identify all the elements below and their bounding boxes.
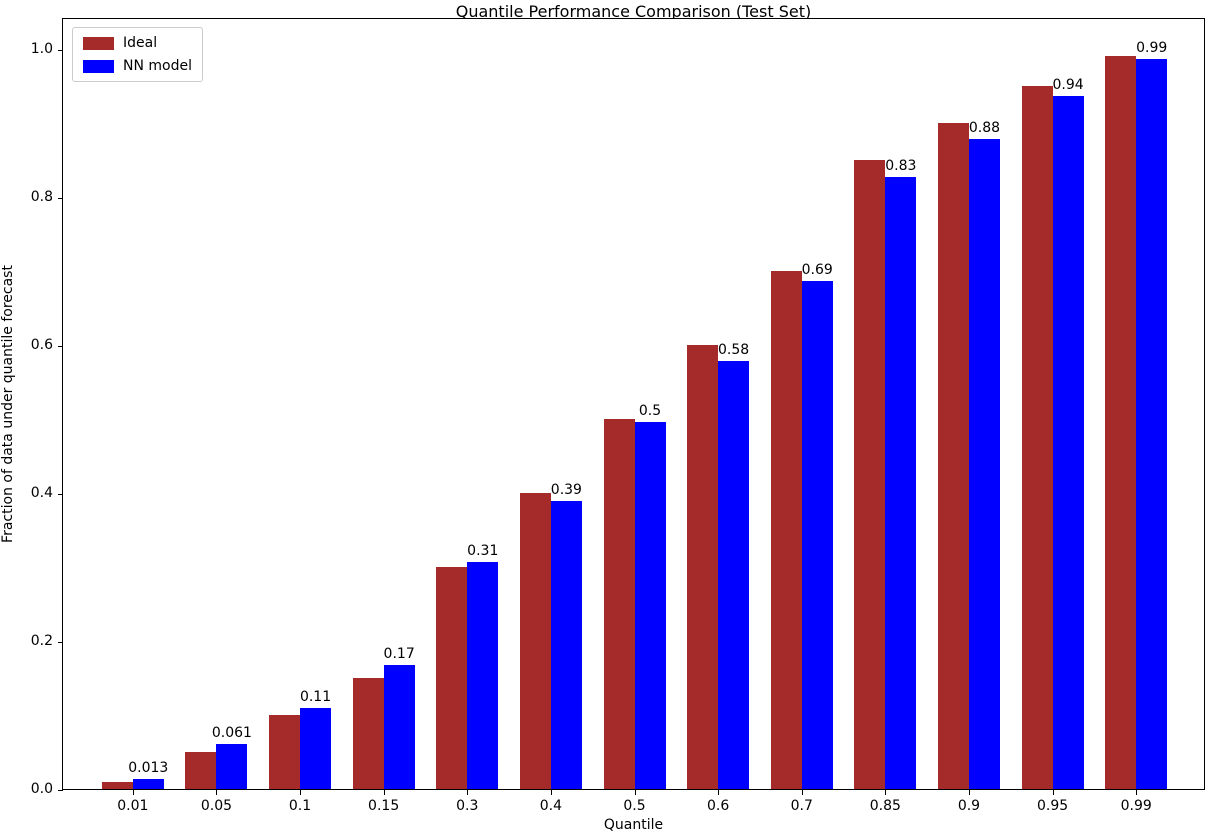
bar-value-label: 0.69 — [801, 261, 833, 278]
x-tick-mark — [718, 790, 720, 795]
x-tick-mark — [1136, 790, 1138, 795]
bar-value-label: 0.83 — [885, 158, 917, 175]
bar-value-label: 0.11 — [299, 688, 332, 705]
legend-label-nn-model: NN model — [123, 58, 192, 74]
x-tick-label: 0.85 — [869, 798, 901, 814]
bar-value-label: 0.013 — [128, 760, 169, 777]
x-tick-label: 0.5 — [623, 798, 646, 814]
x-tick-label: 0.99 — [1120, 798, 1152, 814]
bar-ideal — [101, 781, 133, 789]
bar-ideal — [519, 493, 551, 789]
bar-nn-model — [718, 360, 750, 789]
bar-nn-model — [132, 779, 164, 789]
x-tick-label: 0.7 — [790, 798, 813, 814]
y-tick-label: 0.0 — [30, 781, 53, 797]
x-tick-mark — [383, 790, 385, 795]
x-axis-label: Quantile — [603, 817, 664, 833]
y-tick-label: 0.8 — [30, 189, 53, 205]
x-tick-label: 0.15 — [368, 798, 400, 814]
bar-value-label: 0.31 — [467, 542, 499, 559]
legend-item-ideal: Ideal — [83, 35, 192, 51]
bar-nn-model — [300, 707, 332, 789]
bar-value-label: 0.5 — [638, 402, 662, 419]
bar-value-label: 0.94 — [1052, 77, 1084, 94]
y-tick-label: 0.6 — [30, 337, 53, 353]
y-axis-label: Fraction of data under quantile forecast — [0, 265, 16, 543]
bar-nn-model — [1052, 96, 1084, 789]
x-tick-label: 0.9 — [957, 798, 981, 814]
bar-ideal — [1021, 86, 1053, 789]
legend-item-nn-model: NN model — [83, 58, 192, 74]
x-tick-label: 0.4 — [539, 798, 563, 814]
bar-value-label: 0.39 — [550, 482, 582, 499]
bar-ideal — [185, 752, 217, 789]
bar-nn-model — [467, 561, 499, 789]
x-tick-mark — [885, 790, 887, 795]
x-tick-label: 0.95 — [1036, 798, 1069, 814]
bar-nn-model — [383, 665, 415, 789]
x-tick-mark — [1052, 790, 1054, 795]
x-tick-mark — [132, 790, 134, 795]
y-tick-mark — [58, 198, 63, 199]
chart-title: Quantile Performance Comparison (Test Se… — [455, 2, 812, 21]
plot-area: Ideal NN model 0.0 0.2 0.4 0.6 0.8 1.0 0.013 0.… — [31, 18, 1205, 814]
y-tick-label: 0.4 — [30, 485, 53, 501]
y-tick-label: 0.2 — [30, 633, 53, 649]
bar-value-label: 0.99 — [1136, 40, 1168, 57]
x-tick-mark — [801, 790, 803, 795]
legend: Ideal NN model — [72, 27, 203, 82]
y-tick-mark — [58, 790, 63, 791]
x-tick-mark — [550, 790, 552, 795]
bar-value-label: 0.88 — [968, 119, 1001, 136]
x-tick-label: 0.6 — [706, 798, 730, 814]
x-tick-label: 0.01 — [117, 798, 149, 814]
bar-nn-model — [550, 501, 582, 789]
bar-ideal — [1105, 56, 1137, 789]
bar-ideal — [937, 123, 969, 789]
y-tick-label: 1.0 — [30, 41, 53, 57]
y-tick-mark — [58, 642, 63, 643]
bar-nn-model — [885, 177, 917, 789]
x-tick-label: 0.05 — [200, 798, 233, 814]
x-tick-label: 0.1 — [288, 798, 312, 814]
legend-label-ideal: Ideal — [123, 35, 158, 51]
bar-nn-model — [1136, 59, 1168, 789]
bar-nn-model — [968, 138, 1000, 789]
bar-value-label: 0.061 — [211, 724, 252, 741]
bar-ideal — [352, 678, 384, 789]
bar-ideal — [687, 345, 719, 789]
bar-ideal — [436, 567, 468, 789]
x-tick-mark — [634, 790, 636, 795]
x-tick-mark — [300, 790, 302, 795]
bar-nn-model — [216, 743, 248, 789]
bar-ideal — [770, 271, 802, 789]
x-tick-mark — [467, 790, 469, 795]
bar-value-label: 0.58 — [718, 341, 750, 358]
bar-ideal — [854, 160, 886, 789]
y-tick-mark — [58, 494, 63, 495]
bar-nn-model — [801, 280, 833, 789]
bar-value-label: 0.17 — [383, 646, 415, 663]
x-tick-mark — [968, 790, 970, 795]
x-tick-label: 0.3 — [456, 798, 479, 814]
ideal-series-swatch-icon — [83, 36, 114, 50]
y-tick-mark — [58, 346, 63, 347]
bar-ideal — [269, 715, 301, 789]
y-tick-mark — [58, 50, 63, 51]
bar-nn-model — [634, 421, 666, 789]
x-tick-mark — [216, 790, 218, 795]
nn-model-series-swatch-icon — [83, 59, 114, 73]
bar-ideal — [603, 419, 635, 789]
